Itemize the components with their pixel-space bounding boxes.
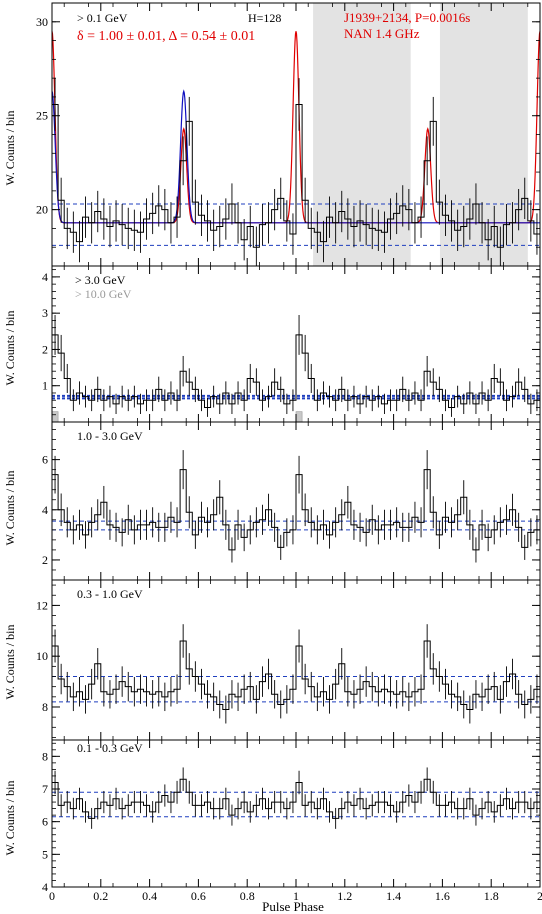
x-axis-ticks: [51, 740, 541, 887]
y-tick-label: 5: [42, 847, 48, 861]
error-bars: [54, 450, 538, 563]
y-tick-label: 7: [42, 782, 48, 796]
error-bars: [54, 314, 538, 417]
high-energy-bin: [295, 411, 303, 423]
shaded-region: [313, 3, 411, 266]
energy-high-label: > 10.0 GeV: [75, 287, 132, 301]
panel-1-above-3.0-gev: 1 2 3 4 W. Counts / bin > 3.0 GeV > 10.0 Ge…: [3, 265, 541, 423]
background-level-lines: [52, 203, 540, 246]
y-tick-label: 2: [42, 342, 48, 356]
y-tick-label: 8: [42, 749, 48, 763]
x-tick-label: 1.4: [386, 889, 401, 903]
panel-0-above-0.1-gev: 20 25 30 W. Counts / bin > 0.1 GeV δ = 1.0…: [3, 2, 541, 267]
y-axis-label: W. Counts / bin: [3, 311, 17, 386]
shaded-region: [439, 3, 528, 266]
y-tick-label: 4: [42, 880, 48, 894]
x-tick-label: 2: [537, 889, 542, 903]
y-tick-label: 30: [36, 15, 48, 29]
histogram-steps: [52, 469, 540, 551]
panel-3-0.3-1.0-gev: 8 10 12 W. Counts / bin 0.3 - 1.0 GeV: [3, 579, 541, 741]
x-tick-label: 0.6: [191, 889, 206, 903]
x-tick-label: 0.8: [240, 889, 255, 903]
x-tick-label: 0: [49, 889, 55, 903]
y-axis-label: W. Counts / bin: [3, 111, 17, 186]
histogram-steps: [52, 334, 540, 408]
y-tick-label: 20: [36, 203, 48, 217]
x-tick-label: 1.8: [484, 889, 499, 903]
panel-4-0.1-0.3-gev: 4 5 6 7 8 W. Counts / bin 0.1 - 0.3 GeV: [3, 739, 541, 894]
y-axis-ticks: 1 2 3 4: [42, 269, 540, 423]
energy-label: 1.0 - 3.0 GeV: [77, 429, 143, 443]
y-tick-label: 10: [36, 649, 48, 663]
count-histogram: [52, 334, 540, 408]
histogram-steps: [52, 640, 540, 711]
fit-params-label: δ = 1.00 ± 0.01, Δ = 0.54 ± 0.01: [77, 29, 255, 44]
background-level-lines: [52, 394, 540, 400]
x-tick-label: 1: [293, 889, 299, 903]
y-tick-label: 4: [42, 270, 48, 284]
y-tick-label: 6: [42, 453, 48, 467]
y-tick-label: 12: [36, 598, 48, 612]
count-histogram: [52, 778, 540, 819]
background-level-lines: [52, 791, 540, 818]
x-tick-label: 0.2: [93, 889, 108, 903]
error-bars: [54, 78, 538, 266]
energy-label: > 3.0 GeV: [75, 273, 126, 287]
y-tick-label: 8: [42, 700, 48, 714]
panel-frame: [51, 739, 541, 888]
y-axis-ticks: 8 10 12: [36, 584, 540, 738]
x-axis-ticks: [51, 580, 541, 740]
h-test-label: H=128: [248, 11, 281, 25]
histogram-steps: [52, 778, 540, 819]
y-axis-label: W. Counts / bin: [3, 471, 17, 546]
x-tick-label: 1.2: [337, 889, 352, 903]
x-tick-label: 1.6: [435, 889, 450, 903]
y-axis-label: W. Counts / bin: [3, 781, 17, 856]
y-axis-ticks: 2 4 6: [42, 429, 540, 581]
y-axis-label: W. Counts / bin: [3, 625, 17, 700]
high-energy-bins: [51, 411, 303, 423]
high-energy-bin: [51, 411, 59, 423]
y-tick-label: 1: [42, 379, 48, 393]
x-axis-tick-labels: 0 0.2 0.4 0.6 0.8 1 1.2 1.4 1.6 1.8 2: [49, 889, 542, 903]
x-tick-label: 0.4: [142, 889, 157, 903]
y-tick-label: 2: [42, 553, 48, 567]
y-tick-label: 6: [42, 815, 48, 829]
energy-label: 0.3 - 1.0 GeV: [77, 587, 143, 601]
background-level-lines: [52, 520, 540, 531]
count-histogram: [52, 640, 540, 711]
panel-2-1.0-3.0-gev: 2 4 6 W. Counts / bin 1.0 - 3.0 GeV: [3, 421, 541, 581]
x-axis-label: Pulse Phase: [262, 899, 324, 914]
radio-label: NAN 1.4 GHz: [344, 26, 420, 41]
energy-label: > 0.1 GeV: [77, 11, 128, 25]
y-tick-label: 3: [42, 306, 48, 320]
background-level-lines: [52, 676, 540, 703]
y-axis-ticks: 20 25 30: [36, 2, 540, 267]
count-histogram: [52, 469, 540, 551]
error-bars: [54, 767, 538, 829]
y-axis-ticks: 4 5 6 7 8: [42, 742, 540, 894]
y-tick-label: 25: [36, 109, 48, 123]
error-bars: [54, 624, 538, 724]
y-tick-label: 4: [42, 503, 48, 517]
pulsar-label: J1939+2134, P=0.0016s: [344, 10, 470, 25]
energy-label: 0.1 - 0.3 GeV: [77, 741, 143, 755]
